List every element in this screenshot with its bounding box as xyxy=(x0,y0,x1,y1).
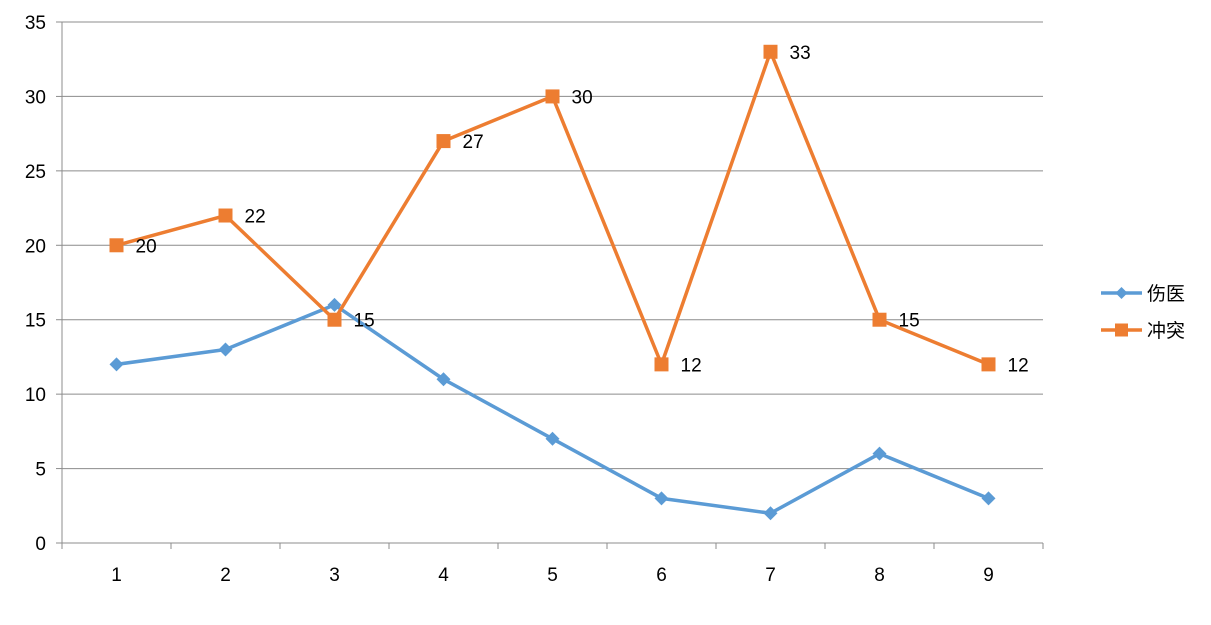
legend-label: 伤医 xyxy=(1147,283,1185,305)
series-2 xyxy=(109,44,996,372)
data-label: 27 xyxy=(463,132,484,153)
x-tick-label: 4 xyxy=(438,565,449,586)
data-point-marker xyxy=(109,357,124,372)
y-tick-label: 20 xyxy=(25,236,46,257)
gridlines xyxy=(62,21,1043,470)
legend-item-2: 冲突 xyxy=(1101,320,1185,342)
legend-marker xyxy=(1115,323,1128,337)
x-tick-label: 7 xyxy=(765,565,776,586)
series-line xyxy=(114,303,991,515)
x-tick-label: 5 xyxy=(547,565,558,586)
data-label: 33 xyxy=(790,43,811,64)
data-point-marker xyxy=(436,372,451,387)
data-point-marker xyxy=(654,491,669,506)
series-lines xyxy=(109,44,996,521)
data-point-marker xyxy=(654,357,669,372)
data-point-marker xyxy=(218,342,233,357)
y-tick-label: 30 xyxy=(25,87,46,108)
y-tick-label: 10 xyxy=(25,385,46,406)
data-point-marker xyxy=(872,312,887,327)
legend-marker xyxy=(1115,287,1128,299)
y-tick-label: 25 xyxy=(25,162,46,183)
data-point-marker xyxy=(763,506,778,521)
data-label: 30 xyxy=(572,87,593,108)
data-point-marker xyxy=(763,44,778,59)
y-tick-label: 0 xyxy=(35,534,46,555)
data-point-marker xyxy=(327,312,342,327)
data-label: 15 xyxy=(899,311,920,332)
x-tick-label: 3 xyxy=(329,565,340,586)
data-point-marker xyxy=(436,134,451,149)
series-1 xyxy=(109,297,996,521)
x-tick-label: 8 xyxy=(874,565,885,586)
x-tick-label: 6 xyxy=(656,565,667,586)
y-tick-label: 15 xyxy=(25,311,46,332)
data-point-marker xyxy=(218,208,233,223)
data-point-marker xyxy=(981,491,996,506)
x-tick-label: 2 xyxy=(220,565,231,586)
data-point-marker xyxy=(545,89,560,104)
data-label: 22 xyxy=(245,207,266,228)
legend-item-1: 伤医 xyxy=(1101,283,1185,305)
data-point-marker xyxy=(872,446,887,461)
data-point-marker xyxy=(327,297,342,312)
y-tick-label: 5 xyxy=(35,460,46,481)
data-label: 12 xyxy=(1008,355,1029,376)
x-tick-label: 9 xyxy=(983,565,994,586)
data-point-marker xyxy=(109,238,124,253)
data-label: 20 xyxy=(136,236,157,257)
data-labels: 20 22 15 27 30 12 33 15 12 xyxy=(136,43,1029,377)
data-point-marker xyxy=(545,431,560,446)
legend-label: 冲突 xyxy=(1147,320,1185,342)
data-label: 12 xyxy=(681,355,702,376)
data-label: 15 xyxy=(354,311,375,332)
x-tick-label: 1 xyxy=(111,565,122,586)
y-tick-label: 35 xyxy=(25,13,46,34)
data-point-marker xyxy=(981,357,996,372)
